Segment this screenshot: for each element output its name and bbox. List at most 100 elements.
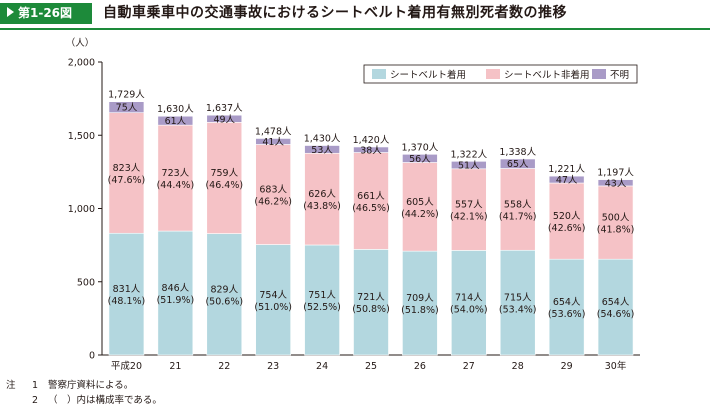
chart-title: 自動車乗車中の交通事故におけるシートベルト着用有無別死者数の推移 [103, 5, 567, 21]
total-label: 1,370人 [402, 142, 439, 153]
stacked-bar-chart: （人） 0 500 1,000 1,500 2,000 831人(48.1%) 823人(47… [66, 37, 640, 372]
data-share-label: (47.6%) [108, 175, 146, 186]
total-label: 1,478人 [255, 126, 292, 137]
figure-number-badge: 第1-26図 [0, 3, 92, 24]
data-label: 721人 [357, 292, 385, 303]
data-share-label: (50.6%) [205, 296, 243, 307]
data-label: 520人 [553, 211, 581, 222]
data-share-label: (46.4%) [205, 180, 243, 191]
x-tick-label: 22 [218, 361, 230, 372]
data-label: 751人 [308, 290, 336, 301]
figure-number: 第1-26図 [18, 6, 73, 20]
bar-segment [206, 122, 243, 234]
data-label: 846人 [162, 283, 190, 294]
data-share-label: (41.8%) [597, 225, 635, 236]
bar-segment [451, 250, 487, 356]
data-share-label: (54.6%) [597, 309, 635, 320]
data-label: 831人 [113, 284, 141, 295]
legend-swatch [592, 69, 606, 79]
bar-segment [108, 101, 145, 113]
bar-segment [548, 175, 585, 184]
data-label: 41人 [262, 137, 284, 148]
total-label: 1,322人 [450, 149, 487, 160]
data-share-label: (43.8%) [303, 201, 341, 212]
bar-segment [597, 185, 634, 260]
data-share-label: (53.6%) [548, 309, 586, 320]
y-tick-label: 0 [89, 351, 95, 362]
data-label: 759人 [210, 168, 238, 179]
bar-segment [548, 258, 585, 356]
bar-segment [157, 230, 194, 356]
data-label: 51人 [458, 161, 480, 172]
data-label: 75人 [116, 103, 138, 114]
data-share-label: (42.6%) [548, 223, 586, 234]
data-share-label: (46.5%) [352, 203, 390, 214]
data-share-label: (46.2%) [254, 197, 292, 208]
data-label: 605人 [406, 197, 434, 208]
data-label: 47人 [556, 175, 578, 186]
data-share-label: (53.4%) [499, 305, 537, 316]
data-label: 626人 [308, 189, 336, 200]
bar-segment [108, 112, 145, 234]
data-label: 61人 [165, 116, 187, 127]
total-label: 1,338人 [499, 147, 536, 158]
total-label: 1,637人 [206, 103, 243, 114]
data-label: 43人 [605, 178, 627, 189]
data-share-label: (41.7%) [499, 211, 537, 222]
data-label: 754人 [259, 290, 287, 301]
footnote-1: 注 1 警察庁資料による。 [6, 378, 162, 393]
data-label: 49人 [213, 114, 235, 125]
data-share-label: (54.0%) [450, 305, 488, 316]
bar-segment [597, 179, 634, 187]
bar-segment [304, 244, 340, 356]
data-label: 500人 [602, 213, 630, 224]
bar-segment [353, 146, 389, 153]
triangle-icon [7, 7, 14, 17]
x-tick-label: 23 [267, 361, 279, 372]
x-tick-label: 28 [512, 361, 524, 372]
data-share-label: (50.8%) [352, 304, 390, 315]
x-tick-label: 30年 [605, 360, 627, 372]
bar-segment [353, 249, 389, 356]
data-label: 38人 [360, 145, 382, 156]
bar-segment [353, 152, 389, 250]
footnotes: 注 1 警察庁資料による。 2 （ ）内は構成率である。 [6, 378, 162, 408]
legend-swatch [486, 69, 500, 79]
total-label: 1,729人 [108, 90, 145, 101]
data-label: 53人 [311, 145, 333, 156]
note-mark: 注 [6, 380, 16, 391]
data-label: 823人 [113, 163, 141, 174]
legend-box [363, 64, 638, 84]
y-tick-label: 2,000 [68, 58, 95, 69]
data-label: 557人 [455, 200, 483, 211]
y-tick-label: 1,500 [68, 131, 95, 142]
data-label: 709人 [406, 293, 434, 304]
data-label: 714人 [455, 293, 483, 304]
bar-segment [255, 144, 291, 245]
data-label: 661人 [357, 191, 385, 202]
footnote-number: 2 [32, 395, 39, 406]
data-share-label: (44.2%) [401, 209, 439, 220]
data-label: 558人 [504, 199, 532, 210]
y-tick-label: 1,000 [68, 204, 95, 215]
bar-segment [255, 138, 291, 145]
bar-segment [255, 244, 291, 356]
legend-swatch [372, 69, 386, 79]
data-label: 723人 [162, 168, 190, 179]
data-share-label: (52.5%) [303, 302, 341, 313]
bar-segment [157, 124, 194, 232]
data-share-label: (51.0%) [254, 302, 292, 313]
bar-segment [304, 152, 340, 246]
data-label: 654人 [602, 297, 630, 308]
figure-header: 第1-26図 自動車乗車中の交通事故におけるシートベルト着用有無別死者数の推移 [0, 0, 710, 30]
legend-label: 不明 [610, 70, 629, 81]
total-label: 1,430人 [304, 134, 341, 145]
data-label: 683人 [259, 185, 287, 196]
total-label: 1,420人 [353, 135, 390, 146]
footnote-2: 2 （ ）内は構成率である。 [6, 393, 162, 408]
legend-label: シートベルト非着用 [504, 69, 590, 81]
data-share-label: (51.8%) [401, 305, 439, 316]
total-label: 1,221人 [548, 164, 585, 175]
x-tick-label: 25 [365, 361, 377, 372]
x-tick-label: 平成20 [111, 360, 142, 372]
